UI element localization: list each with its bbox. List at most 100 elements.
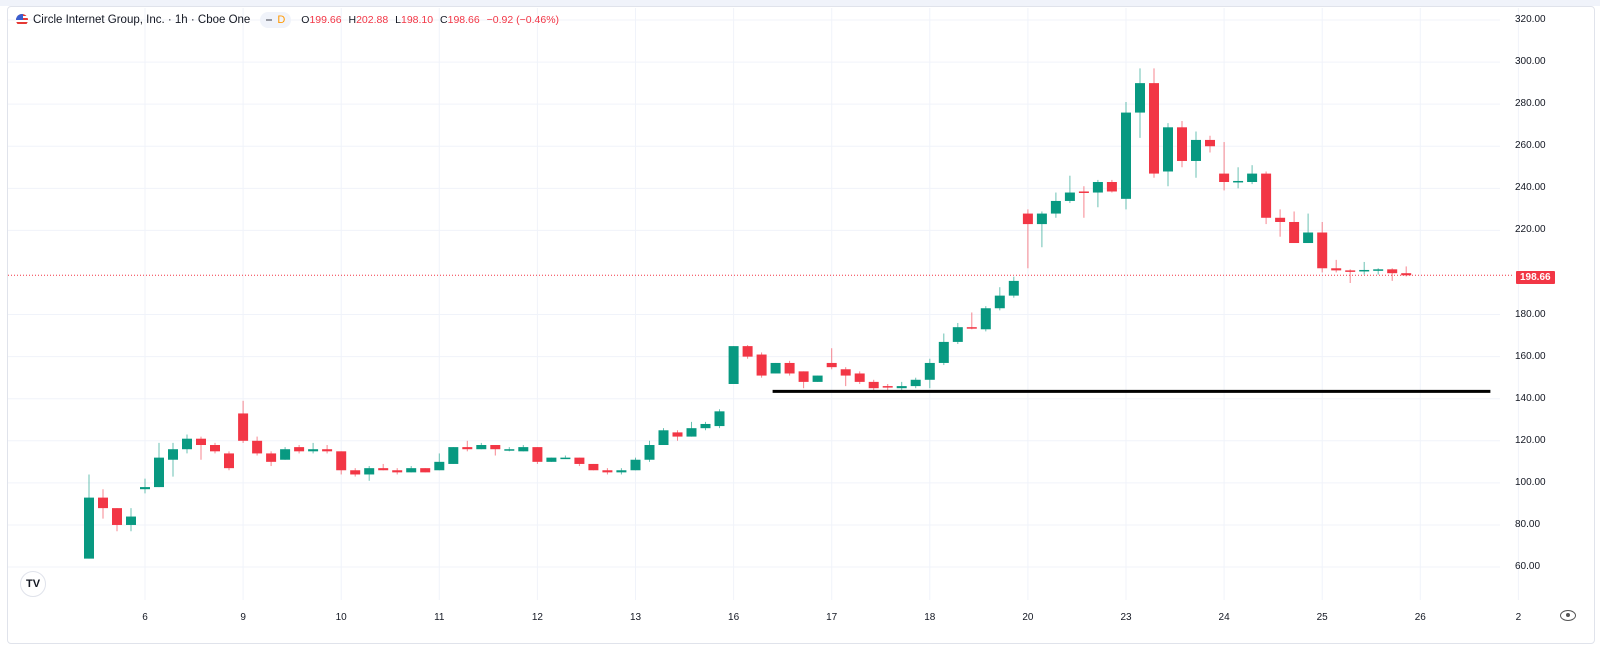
time-tick-label: 23	[1120, 612, 1132, 623]
candle-down	[588, 463, 599, 471]
candle-down	[882, 386, 893, 388]
candle-up	[154, 457, 164, 488]
time-tick-label: 10	[335, 612, 347, 623]
change-value: −0.92 (−0.46%)	[486, 14, 560, 26]
chart-legend-header: Circle Internet Group, Inc. · 1h · Cboe …	[16, 12, 563, 28]
candle-down	[252, 440, 263, 454]
candle-up	[910, 379, 921, 387]
time-tick-label: 16	[728, 612, 740, 623]
high-value: 202.88	[356, 14, 389, 26]
time-tick-label: 20	[1022, 612, 1034, 623]
candle-down	[868, 381, 879, 389]
time-tick-label: 12	[531, 612, 543, 623]
candle-down	[1317, 232, 1328, 269]
candle-up	[518, 447, 529, 452]
candle-up	[896, 386, 907, 389]
candle-down	[826, 362, 837, 368]
candle-up	[1191, 139, 1201, 161]
candle-down	[378, 468, 389, 471]
candle-up	[700, 423, 711, 429]
close-label: C	[440, 14, 448, 26]
candle-down	[756, 354, 767, 376]
candle-down	[840, 369, 851, 376]
time-tick-label: 26	[1414, 612, 1426, 623]
candle-down	[1219, 173, 1230, 183]
candle-up	[994, 295, 1005, 309]
candle-up	[1092, 182, 1103, 193]
dash-icon	[266, 19, 273, 21]
candle-down	[1022, 213, 1033, 225]
price-tick-label: 260.00	[1515, 140, 1546, 152]
candle-up	[84, 497, 94, 559]
candle-up	[1373, 269, 1384, 271]
price-tick-label: 120.00	[1515, 434, 1546, 446]
price-tick-label: 100.00	[1515, 476, 1546, 488]
candle-down	[602, 470, 613, 473]
candle-up	[546, 457, 557, 462]
candle-down	[462, 447, 473, 450]
candle-up	[1303, 232, 1314, 244]
candle-up	[980, 308, 991, 330]
candle-down	[854, 373, 865, 382]
candle-up	[126, 516, 136, 525]
candle-up	[644, 445, 655, 460]
market-status-badge[interactable]: D	[260, 12, 292, 28]
candle-up	[924, 362, 935, 380]
candle-down	[784, 362, 795, 374]
time-tick-label: 24	[1218, 612, 1230, 623]
candle-down	[1345, 270, 1356, 272]
candle-up	[504, 449, 515, 451]
us-flag-icon	[16, 14, 28, 26]
candle-down	[490, 445, 501, 450]
candle-up	[714, 411, 725, 427]
candle-up	[280, 449, 291, 460]
price-tick-label: 140.00	[1515, 392, 1546, 404]
price-tick-label: 320.00	[1515, 14, 1546, 25]
price-tick-label: 220.00	[1515, 224, 1546, 236]
candle-down	[224, 453, 234, 469]
time-tick-label: 9	[240, 612, 246, 623]
high-label: H	[348, 14, 357, 26]
candle-down	[336, 451, 347, 471]
candle-up	[658, 430, 669, 446]
candle-up	[560, 457, 571, 460]
candle-down	[238, 413, 249, 441]
candle-down	[420, 468, 431, 473]
candle-up	[1036, 213, 1047, 225]
time-tick-label: 13	[629, 612, 642, 623]
time-tick-label: 11	[434, 612, 445, 623]
price-tick-label: 160.00	[1515, 350, 1546, 362]
chart-frame	[7, 6, 1595, 644]
candle-down	[266, 453, 277, 462]
candle-down	[1331, 268, 1342, 271]
candle-down	[210, 445, 220, 452]
badge-label: D	[277, 14, 286, 26]
time-tick-label: 2	[1515, 612, 1522, 623]
candle-up	[1121, 112, 1131, 199]
candle-up	[434, 461, 445, 471]
tradingview-logo[interactable]: TV	[20, 571, 46, 597]
candle-down	[1261, 173, 1272, 218]
ohlc-values: O199.66 H202.88 L198.10 C198.66 −0.92 (−…	[301, 14, 563, 26]
candle-up	[168, 449, 178, 460]
price-tick-label: 60.00	[1515, 561, 1541, 573]
candle-up	[182, 438, 192, 450]
symbol-title[interactable]: Circle Internet Group, Inc. · 1h · Cboe …	[33, 14, 251, 26]
last-price-tag: 198.66	[1516, 271, 1555, 284]
candle-up	[1247, 173, 1258, 183]
time-tick-label: 17	[826, 612, 838, 623]
open-label: O	[301, 14, 310, 26]
candle-down	[1275, 217, 1286, 222]
candle-up	[140, 487, 150, 490]
candle-up	[938, 341, 949, 363]
eye-icon[interactable]	[1560, 610, 1576, 621]
candle-down	[98, 497, 108, 509]
candle-up	[728, 346, 739, 384]
candle-up	[686, 428, 697, 437]
candle-up	[616, 470, 627, 473]
time-tick-label: 18	[924, 612, 936, 623]
candle-down	[112, 508, 122, 525]
candle-up	[630, 459, 641, 471]
time-tick-label: 6	[142, 612, 148, 623]
